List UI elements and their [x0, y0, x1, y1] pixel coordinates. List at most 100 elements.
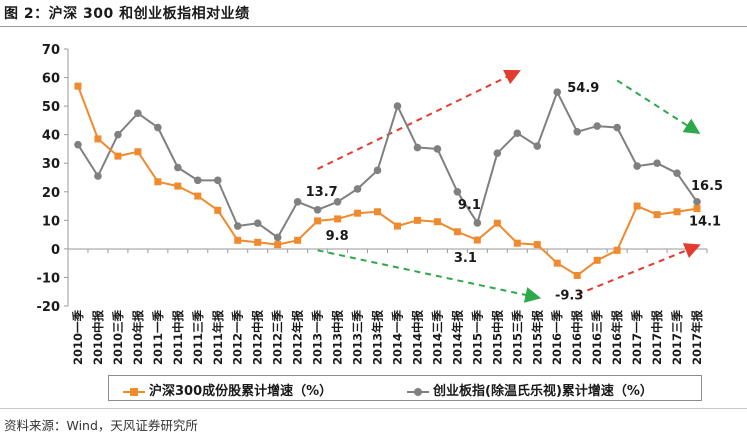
y-tick-label: 70	[42, 43, 60, 58]
x-tick-label: 2017年报	[690, 310, 704, 366]
bottom-rule	[0, 408, 747, 409]
data-point-chinext	[313, 205, 322, 214]
data-point-hs300	[693, 205, 701, 213]
y-tick-label: 20	[42, 186, 60, 201]
x-tick-label: 2010一季	[71, 310, 85, 366]
x-tick-label: 2014中报	[410, 310, 424, 366]
x-tick-label: 2015年报	[530, 310, 544, 366]
data-point-chinext	[134, 109, 142, 118]
x-tick-label: 2017三季	[670, 310, 684, 366]
data-point-hs300	[294, 236, 302, 244]
x-tick-label: 2017一季	[630, 310, 644, 366]
data-point-chinext	[253, 219, 262, 227]
data-point-hs300	[94, 135, 102, 143]
data-point-chinext	[553, 88, 562, 96]
y-tick-label: 10	[42, 214, 60, 229]
x-tick-label: 2014一季	[390, 310, 404, 366]
data-point-hs300	[433, 218, 441, 226]
x-tick-label: 2015一季	[470, 310, 484, 366]
data-point-hs300	[413, 216, 421, 224]
data-point-hs300	[493, 219, 501, 227]
x-tick-label: 2016年报	[610, 310, 624, 366]
data-label: 13.7	[306, 185, 338, 200]
data-point-hs300	[553, 259, 561, 267]
data-point-hs300	[154, 178, 162, 186]
figure-title: 图 2：沪深 300 和创业板指相对业绩	[4, 6, 250, 22]
data-point-chinext	[213, 176, 222, 185]
data-point-chinext	[633, 162, 641, 170]
x-tick-label: 2014年报	[450, 310, 464, 366]
data-point-hs300	[334, 215, 342, 223]
data-point-chinext	[533, 142, 542, 150]
data-point-chinext	[174, 163, 182, 172]
x-tick-label: 2011一季	[151, 310, 165, 366]
top-rule	[0, 26, 747, 27]
x-tick-label: 2013年报	[371, 310, 385, 366]
data-point-chinext	[273, 233, 282, 242]
legend-label-hs300: 沪深300成份股累计增速（%）	[149, 384, 333, 399]
data-point-hs300	[573, 271, 581, 279]
data-label: 16.5	[691, 179, 723, 194]
legend-label-chinext: 创业板指(除温氏乐视)累计增速（%）	[433, 384, 653, 399]
data-point-chinext	[94, 172, 102, 180]
data-point-hs300	[673, 208, 681, 216]
data-point-chinext	[193, 176, 202, 185]
data-point-hs300	[114, 152, 122, 160]
data-point-hs300	[374, 208, 382, 216]
data-point-chinext	[573, 128, 582, 136]
series-lines	[77, 85, 698, 277]
x-tick-label: 2014三季	[430, 310, 444, 366]
source-note: 资料来源：Wind，天风证券研究所	[4, 418, 198, 433]
data-point-chinext	[593, 122, 601, 130]
legend-item-hs300: 沪深300成份股累计增速（%）	[123, 380, 332, 399]
data-point-hs300	[453, 228, 461, 236]
trend-arrow-green	[616, 79, 701, 134]
data-annotations: 13.7 9.8 9.1 3.1 54.9 -9.3 16.5 14.1	[306, 81, 723, 303]
trend-arrow-red	[576, 243, 701, 296]
x-tick-label: 2015中报	[490, 310, 504, 366]
x-tick-label: 2013中报	[331, 310, 345, 366]
data-point-chinext	[293, 197, 302, 206]
data-point-hs300	[254, 238, 262, 246]
data-label: 3.1	[454, 251, 477, 266]
x-tick-label: 2015三季	[510, 310, 524, 366]
data-point-hs300	[194, 192, 202, 200]
series-line-chinext	[77, 91, 698, 239]
series-line-hs300	[77, 85, 698, 277]
data-label: 54.9	[567, 81, 599, 96]
x-tick-label: 2017中报	[650, 310, 664, 366]
data-point-chinext	[513, 129, 522, 138]
x-tick-label: 2016中报	[570, 310, 584, 366]
data-point-chinext	[333, 197, 342, 206]
data-label: 14.1	[689, 215, 721, 230]
data-label: 9.8	[326, 229, 349, 244]
y-tick-label: 40	[42, 129, 60, 144]
legend-item-chinext: 创业板指(除温氏乐视)累计增速（%）	[407, 380, 653, 399]
data-point-chinext	[393, 102, 402, 110]
y-tick-label: 0	[51, 243, 60, 258]
x-tick-label: 2012中报	[251, 310, 265, 366]
data-point-chinext	[673, 169, 681, 178]
trend-arrow-green	[317, 249, 542, 303]
data-point-hs300	[74, 82, 82, 90]
data-point-hs300	[533, 241, 541, 249]
x-tick-label: 2011年报	[211, 310, 225, 366]
data-point-hs300	[593, 256, 601, 264]
x-ticks: 2010一季 2010中报 2010三季 2010年报 2011一季 2011中报 2011…	[67, 249, 708, 366]
legend-swatch-circle	[407, 386, 429, 398]
data-point-hs300	[393, 222, 401, 230]
data-point-chinext	[353, 185, 362, 193]
data-point-chinext	[433, 145, 442, 153]
data-point-chinext	[114, 130, 122, 139]
x-tick-label: 2012年报	[291, 310, 305, 366]
y-tick-label: 30	[42, 157, 60, 172]
data-point-hs300	[134, 148, 142, 156]
data-point-hs300	[473, 236, 481, 244]
x-tick-label: 2016三季	[590, 310, 604, 366]
data-point-chinext	[693, 197, 701, 206]
x-tick-label: 2010三季	[111, 310, 125, 366]
x-tick-label: 2012三季	[271, 310, 285, 366]
y-tick-label: -10	[37, 271, 61, 286]
data-point-hs300	[613, 246, 621, 254]
legend: 沪深300成份股累计增速（%） 创业板指(除温氏乐视)累计增速（%）	[108, 375, 702, 401]
